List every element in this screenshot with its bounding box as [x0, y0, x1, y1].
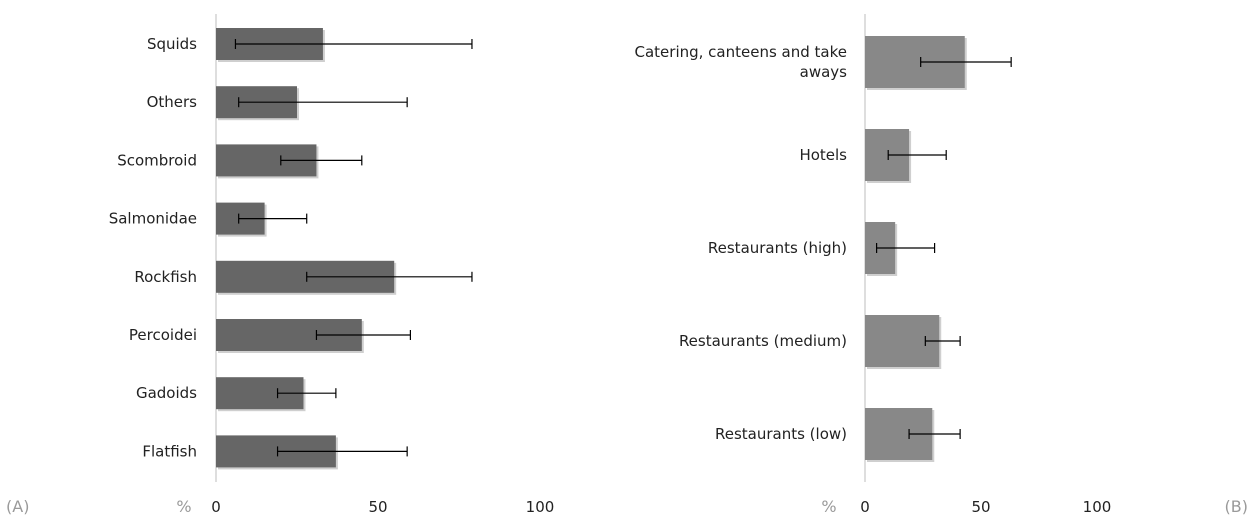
- category-label-others: Others: [147, 93, 198, 111]
- category-label-hotels: Hotels: [799, 146, 847, 164]
- category-label-scombroid: Scombroid: [117, 151, 197, 169]
- category-label-gadoids: Gadoids: [136, 384, 197, 402]
- axis-unit-label: %: [821, 497, 836, 516]
- category-label-percoidei: Percoidei: [129, 326, 197, 344]
- x-tick-label-50: 50: [368, 498, 387, 516]
- category-label-catering-canteens-and-take-aways: Catering, canteens and take aways: [635, 43, 848, 81]
- panel-label: (A): [6, 497, 29, 516]
- category-label-line: Hotels: [799, 146, 847, 164]
- category-label-restaurants-high: Restaurants (high): [708, 239, 847, 257]
- category-label-line: Gadoids: [136, 384, 197, 402]
- chart-panel-a: Squids Others Scombroid Salmonidae Rockfish P…: [6, 14, 554, 516]
- x-tick-label-100: 100: [526, 498, 555, 516]
- category-label-rockfish: Rockfish: [134, 268, 197, 286]
- category-label-line: Scombroid: [117, 151, 197, 169]
- category-label-salmonidae: Salmonidae: [109, 210, 197, 228]
- category-label-line: Percoidei: [129, 326, 197, 344]
- x-tick-label-0: 0: [211, 498, 221, 516]
- chart-panel-b: Catering, canteens and take aways Hotels Re…: [635, 14, 1248, 516]
- category-label-line: Salmonidae: [109, 210, 197, 228]
- category-label-restaurants-low: Restaurants (low): [715, 425, 847, 443]
- axis-unit-label: %: [176, 497, 191, 516]
- category-label-line: Restaurants (low): [715, 425, 847, 443]
- category-label-line: Rockfish: [134, 268, 197, 286]
- category-label-line: Restaurants (high): [708, 239, 847, 257]
- category-label-squids: Squids: [147, 35, 197, 53]
- category-label-line: Flatfish: [142, 442, 197, 460]
- category-label-restaurants-medium: Restaurants (medium): [679, 332, 847, 350]
- category-label-line: Catering, canteens and take: [635, 43, 848, 61]
- category-label-line: Others: [147, 93, 198, 111]
- x-tick-label-50: 50: [971, 498, 990, 516]
- category-label-flatfish: Flatfish: [142, 442, 197, 460]
- panel-label: (B): [1225, 497, 1248, 516]
- x-tick-label-0: 0: [860, 498, 870, 516]
- category-label-line: Restaurants (medium): [679, 332, 847, 350]
- category-label-line: Squids: [147, 35, 197, 53]
- x-tick-label-100: 100: [1083, 498, 1112, 516]
- category-label-line: aways: [800, 63, 848, 81]
